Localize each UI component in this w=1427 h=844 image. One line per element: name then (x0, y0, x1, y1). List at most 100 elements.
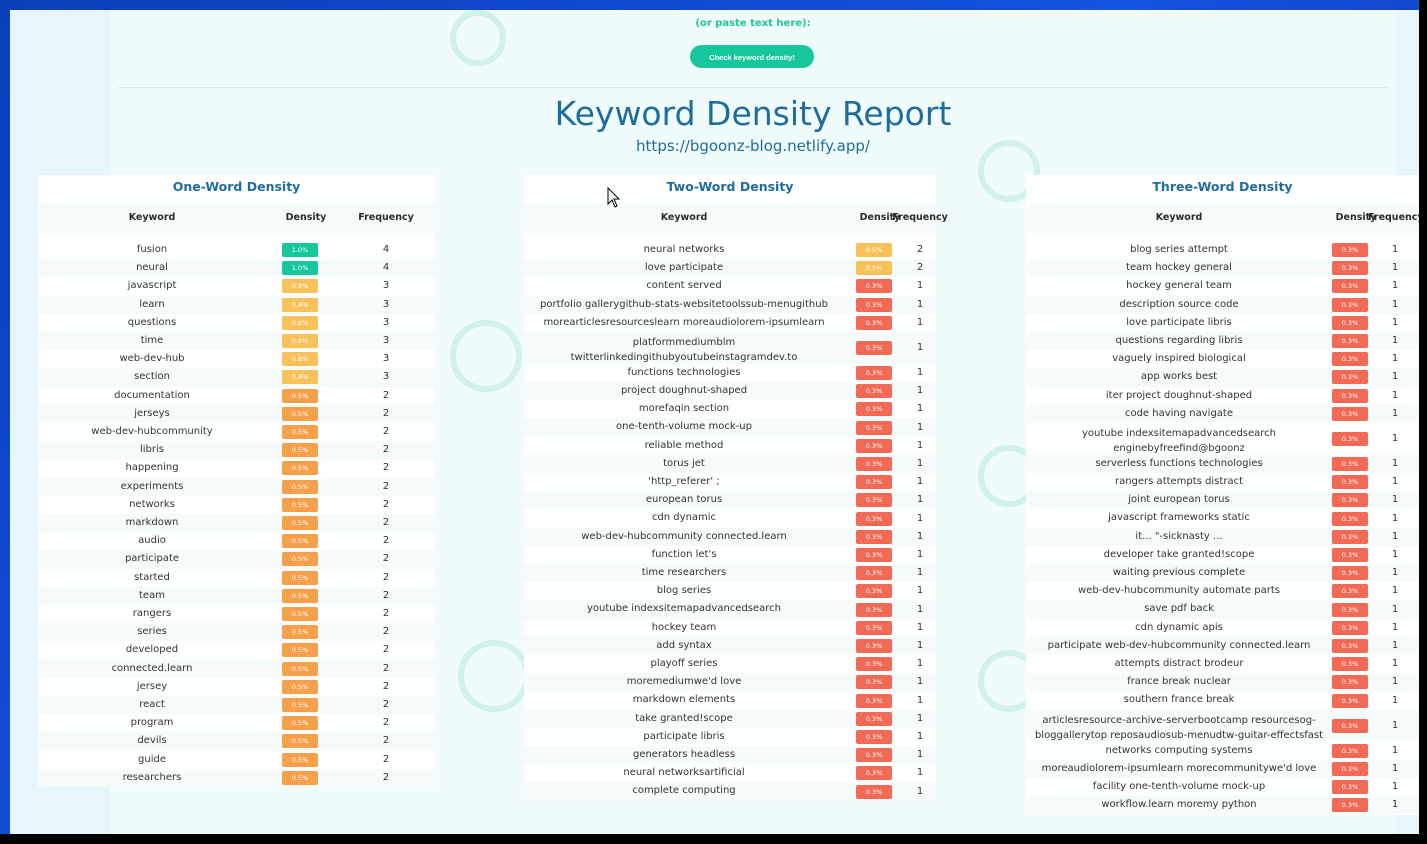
table-row: guide 0.5% 2 (38, 751, 435, 769)
table-row: developed 0.5% 2 (38, 641, 435, 659)
density-badge: 0.3% (1332, 675, 1368, 690)
table-row: javascript frameworks static 0.3% 1 (1026, 509, 1419, 527)
frequency-cell: 1 (1391, 694, 1399, 706)
keyword-cell: save pdf back (1144, 603, 1214, 615)
frequency-cell: 2 (382, 389, 390, 401)
keyword-cell: love participate libris (1126, 316, 1232, 328)
table-row: javascript 0.8% 3 (38, 277, 435, 295)
table-header-row: Keyword Density Frequency (524, 203, 948, 233)
keyword-cell: jersey (136, 680, 168, 692)
mouse-cursor-icon (607, 187, 621, 208)
density-badge: 0.5% (282, 570, 318, 585)
table-row: description source code 0.3% 1 (1026, 295, 1419, 314)
table-row: moreaudiolorem-ipsumlearn morecommunityw… (1026, 759, 1419, 778)
table-row: libris 0.5% 2 (38, 441, 435, 460)
frequency-cell: 1 (1391, 780, 1399, 792)
keyword-cell: cdn dynamic (651, 512, 717, 524)
keyword-cell: project doughnut-shaped (620, 385, 748, 397)
table-row: audio 0.5% 2 (38, 532, 435, 550)
frequency-cell: 1 (916, 280, 924, 292)
keyword-cell: jerseys (134, 407, 170, 419)
keyword-cell: started (134, 571, 170, 583)
density-badge: 0.3% (856, 365, 892, 380)
density-badge: 0.3% (1332, 243, 1368, 258)
density-badge: 0.3% (856, 529, 892, 544)
column-header-keyword: Keyword (660, 212, 708, 223)
keyword-cell: participate (124, 553, 180, 565)
form-header: (or paste text here): Check keyword dens… (110, 10, 1396, 155)
keyword-cell: it... "-sicknasty ... (1135, 530, 1223, 542)
frequency-cell: 1 (916, 316, 924, 328)
keyword-cell: participate web-dev-hubcommunity connect… (1047, 639, 1311, 651)
density-badge: 0.3% (1332, 511, 1368, 526)
density-badge: 0.3% (856, 584, 892, 599)
density-badge: 0.3% (1332, 566, 1368, 581)
two-word-density-table: Two-Word Density Keyword Density Frequency n… (524, 175, 948, 801)
keyword-cell: time researchers (641, 567, 727, 579)
density-badge: 0.3% (1332, 584, 1368, 599)
keyword-cell: networks computing systems (1105, 744, 1253, 756)
table-row: researchers 0.5% 2 (38, 768, 435, 787)
table-row: hockey general team 0.3% 1 (1026, 277, 1419, 295)
frequency-cell: 4 (382, 262, 390, 274)
density-badge: 0.8% (282, 352, 318, 367)
table-row: add syntax 0.3% 1 (524, 636, 936, 656)
density-badge: 0.5% (282, 388, 318, 403)
keyword-cell: vaguely inspired biological (1112, 353, 1246, 365)
density-badge: 0.5% (856, 243, 892, 258)
table-row: web-dev-hubcommunity automate parts 0.3% 1 (1026, 582, 1419, 600)
density-badge: 0.3% (856, 547, 892, 562)
density-badge: 0.3% (1332, 493, 1368, 508)
frequency-cell: 3 (382, 280, 390, 292)
column-header-density: Density (285, 212, 327, 223)
table-row: connected.learn 0.5% 2 (38, 659, 435, 678)
table-row: networks computing systems 0.3% 1 (1026, 742, 1419, 760)
decor-target-icon (458, 640, 530, 712)
frequency-cell: 1 (1391, 567, 1399, 579)
table-row: developer take granted!scope 0.3% 1 (1026, 546, 1419, 564)
keyword-cell: blog series (656, 585, 712, 597)
table-row: devils 0.5% 2 (38, 732, 435, 751)
column-header-frequency: Frequency (358, 212, 414, 223)
table-row: articlesresource-archive-serverbootcamp … (1026, 709, 1419, 742)
density-badge: 0.3% (856, 402, 892, 417)
keyword-cell: web-dev-hubcommunity automate parts (1078, 585, 1280, 597)
table-row: blog series 0.3% 1 (524, 582, 936, 600)
table-row: iter project doughnut-shaped 0.3% 1 (1026, 387, 1419, 405)
table-row: one-tenth-volume mock-up 0.3% 1 (524, 418, 936, 437)
keyword-cell: audio (138, 535, 166, 547)
keyword-cell: functions technologies (627, 366, 741, 378)
table-row: moremediumwe'd love 0.3% 1 (524, 673, 936, 692)
column-header-density: Density (1335, 212, 1377, 223)
keyword-cell: experiments (120, 480, 184, 492)
keyword-cell: libris (139, 444, 164, 456)
table-row: france break nuclear 0.3% 1 (1026, 673, 1419, 692)
column-header-keyword: Keyword (128, 212, 176, 223)
keyword-cell: neural networksartificial (623, 767, 745, 779)
table-row: take granted!scope 0.3% 1 (524, 709, 936, 728)
table-row: jersey 0.5% 2 (38, 678, 435, 696)
keyword-cell: generators headless (632, 749, 736, 761)
frequency-cell: 2 (382, 717, 390, 729)
density-badge: 0.3% (1332, 547, 1368, 562)
frequency-cell: 1 (916, 676, 924, 688)
table-row: it... "-sicknasty ... 0.3% 1 (1026, 527, 1419, 546)
keyword-cell: neural networks (643, 244, 725, 255)
table-row: started 0.5% 2 (38, 569, 435, 587)
frequency-cell: 2 (382, 426, 390, 438)
density-badge: 0.5% (282, 406, 318, 421)
density-badge: 0.3% (1332, 315, 1368, 330)
density-badge: 0.3% (856, 475, 892, 490)
keyword-cell: content served (646, 280, 722, 292)
keyword-cell: developed (125, 644, 179, 656)
keyword-cell: program (130, 717, 174, 729)
density-badge: 0.5% (856, 261, 892, 276)
table-row: joint european torus 0.3% 1 (1026, 491, 1419, 510)
density-badge: 0.3% (1332, 297, 1368, 312)
keyword-cell: articlesresource-archive-serverbootcamp … (1034, 714, 1324, 741)
keyword-cell: questions regarding libris (1115, 335, 1243, 346)
table-row: networks 0.5% 2 (38, 496, 435, 514)
check-keyword-density-button[interactable]: Check keyword density! (690, 45, 814, 68)
table-row: web-dev-hub 0.8% 3 (38, 350, 435, 368)
keyword-cell: markdown (125, 517, 179, 528)
